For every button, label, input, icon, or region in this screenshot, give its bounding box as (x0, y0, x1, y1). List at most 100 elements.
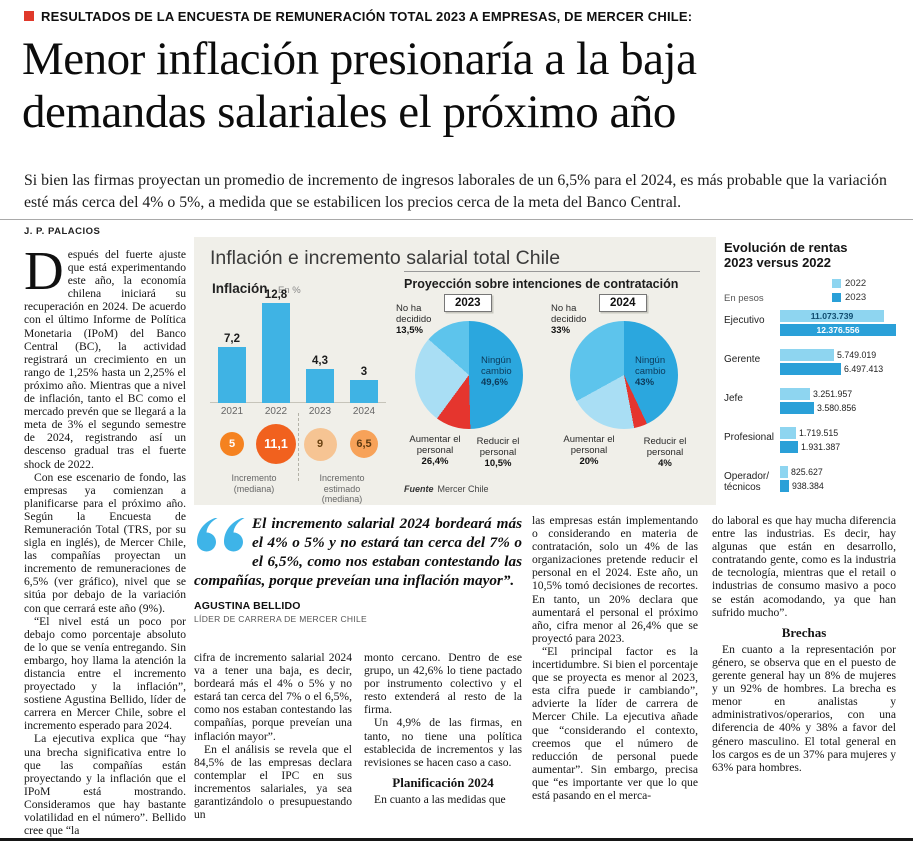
salary-bar: 11.073.739 (780, 310, 884, 322)
salary-bar: 12.376.556 (780, 324, 896, 336)
bar-year-label: 2022 (264, 406, 288, 417)
paragraph: “El nivel está un poco por debajo como p… (24, 614, 186, 733)
salary-bar-pair: 825.627 938.384 (780, 466, 896, 494)
kicker: RESULTADOS DE LA ENCUESTA DE REMUNERACIÓ… (24, 9, 692, 24)
infographic-title: Inflación e incremento salarial total Ch… (210, 247, 561, 269)
subhead-planificacion: Planificación 2024 (392, 774, 494, 790)
infographic-panel: Inflación e incremento salarial total Ch… (194, 237, 716, 505)
chart-legend: 2022 2023 (832, 278, 866, 306)
pie-2023-label-reducir: Reducir el personal 10,5% (469, 436, 527, 469)
salary-bar-line: 3.251.957 (780, 388, 896, 400)
slice-pct: 4% (658, 458, 672, 469)
salary-evolution-panel: Evolución de rentas 2023 versus 2022 202… (724, 240, 896, 498)
chart-baseline (210, 402, 386, 403)
legend-label: 2022 (845, 278, 867, 289)
bar-value-label: 12,8 (264, 289, 288, 301)
inflation-bar-group: 4,3 2023 (298, 355, 342, 419)
salary-category-label: Operador/ técnicos (724, 471, 770, 493)
inflation-bar (262, 303, 290, 403)
salary-bar (780, 349, 834, 361)
salary-category-label: Gerente (724, 354, 761, 365)
bar-value-label: 7,2 (224, 333, 240, 345)
salary-bar-line: 6.497.413 (780, 363, 896, 375)
paragraph: En cuanto a las medidas que (374, 792, 506, 806)
inflation-bar-group: 12,8 2022 (254, 289, 298, 419)
inflation-bar (218, 347, 246, 403)
increment-group2-label: Incremento estimado (mediana) (319, 473, 365, 504)
slice-name: Aumentar el personal (563, 434, 615, 456)
salary-bar-line: 1.931.387 (780, 441, 896, 453)
inflation-bar-group: 7,2 2021 (210, 333, 254, 419)
slice-pct: 49,6% (481, 377, 508, 388)
inflation-bar (306, 369, 334, 403)
salary-value: 3.580.856 (817, 403, 857, 413)
salary-bar-line: 938.384 (780, 480, 896, 492)
lead-paragraph: Si bien las firmas proyectan un promedio… (24, 172, 887, 212)
kicker-bullet-icon (24, 11, 34, 21)
article-column-5: do laboral es que hay mucha diferencia e… (712, 514, 896, 839)
paragraph: “El principal factor es la incertidumbre… (532, 644, 698, 802)
pie-2024-label-ningun-cambio: Ningún cambio 43% (635, 355, 691, 388)
salary-bar-line: 1.719.515 (780, 427, 896, 439)
dashed-divider (298, 413, 299, 481)
salary-bar (780, 388, 810, 400)
salary-bar-pair: 3.251.957 3.580.856 (780, 388, 896, 416)
salary-bar-line: 5.749.019 (780, 349, 896, 361)
increment-circle: 9 (303, 427, 337, 461)
slice-name: Ningún cambio (481, 355, 512, 377)
salary-row: Jefe 3.251.957 3.580.856 (724, 388, 896, 416)
byline: J. P. PALACIOS (24, 226, 101, 237)
salary-value: 6.497.413 (844, 364, 884, 374)
legend-swatch-2022 (832, 279, 841, 288)
salary-row: Operador/ técnicos 825.627 938.384 (724, 466, 896, 494)
salary-bar-line: 12.376.556 (780, 324, 896, 336)
slice-pct: 33% (551, 325, 571, 336)
pie-2024-label-reducir: Reducir el personal 4% (636, 436, 694, 469)
inflation-heading: Inflación (212, 281, 268, 296)
salary-bar (780, 480, 789, 492)
salary-value: 1.719.515 (799, 428, 839, 438)
slice-pct: 43% (635, 377, 655, 388)
salary-value: 3.251.957 (813, 389, 853, 399)
source-name: Mercer Chile (437, 484, 489, 494)
paragraph: En cuanto a la representación por género… (712, 642, 896, 774)
pie-chart-2023 (415, 321, 523, 429)
bar-year-label: 2024 (352, 406, 376, 417)
article-column-2: cifra de incremento salarial 2024 va a t… (194, 651, 352, 839)
paragraph: La ejecutiva explica que “hay una brecha… (24, 732, 186, 838)
inflation-bar-chart: 7,2 2021 12,8 2022 4,3 2023 3 2024 (210, 285, 386, 419)
divider (404, 271, 700, 272)
paragraph: monto cercano. Dentro de ese grupo, un 4… (364, 651, 522, 717)
sidebar-chart-title: Evolución de rentas 2023 versus 2022 (724, 240, 848, 270)
salary-bar (780, 363, 841, 375)
pie-2024-label-no-ha-decidido: No ha decidido 33% (551, 303, 599, 336)
increment-circle-slot: 9 (298, 427, 342, 461)
source-label: Fuente (404, 484, 434, 494)
sidebar-unit-label: En pesos (724, 293, 764, 304)
increment-group1-label: Incremento (mediana) (231, 473, 277, 494)
bar-value-label: 4,3 (312, 355, 328, 367)
salary-bar-line: 3.580.856 (780, 402, 896, 414)
legend-item-2022: 2022 (832, 278, 866, 289)
salary-category-label: Ejecutivo (724, 315, 765, 326)
slice-name: Aumentar el personal (409, 434, 461, 456)
headline: Menor inflación presionaría a la baja de… (22, 33, 908, 139)
salary-bar (780, 402, 814, 414)
drop-cap: D (24, 248, 64, 301)
subhead-brechas: Brechas (781, 624, 827, 640)
section-divider (0, 838, 913, 841)
bar-year-label: 2021 (220, 406, 244, 417)
slice-name: Ningún cambio (635, 355, 666, 377)
salary-bar (780, 441, 798, 453)
salary-value: 938.384 (792, 481, 824, 491)
salary-value: 11.073.739 (810, 311, 854, 321)
increment-circle: 5 (220, 432, 244, 456)
pie-2024-label-aumentar: Aumentar el personal 20% (558, 434, 620, 467)
paragraph: Con ese escenario de fondo, las empresas… (24, 470, 186, 615)
slice-pct: 10,5% (484, 458, 512, 469)
slice-pct: 26,4% (421, 456, 449, 467)
salary-category-label: Profesional (724, 432, 775, 443)
headline-line1: Menor inflación presionaría a la baja (22, 33, 697, 85)
salary-value: 5.749.019 (837, 350, 877, 360)
